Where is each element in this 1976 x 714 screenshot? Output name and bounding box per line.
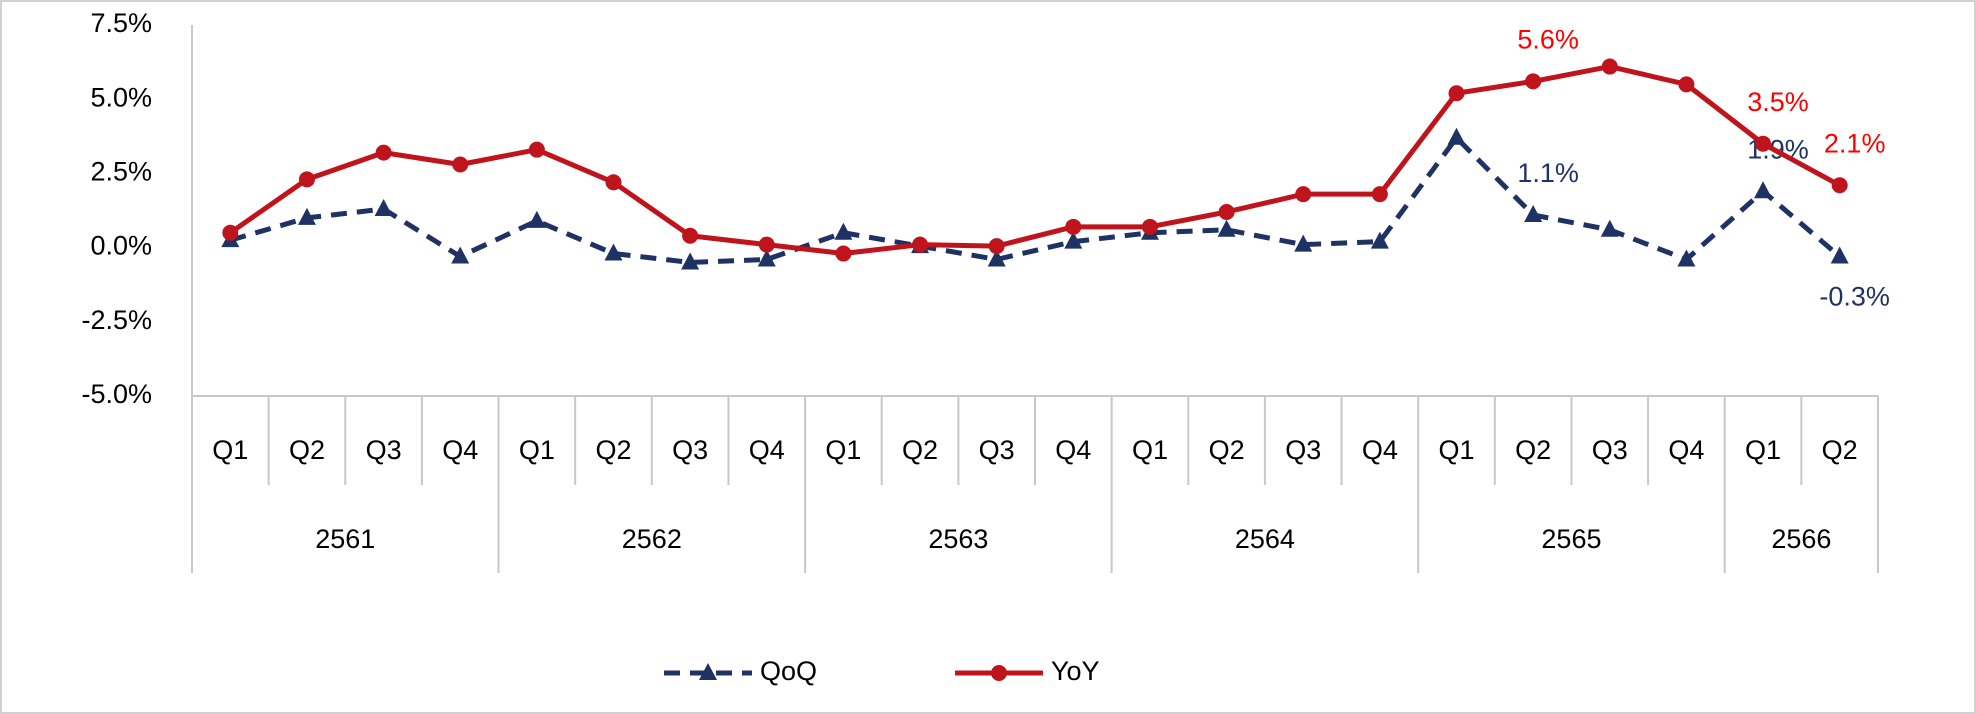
data-label: 2.1% (1824, 128, 1886, 158)
data-point (988, 238, 1005, 255)
x-tick-label: Q2 (902, 435, 938, 465)
x-tick-label: Q2 (595, 435, 631, 465)
data-label: -0.3% (1819, 282, 1890, 312)
data-label: 3.5% (1747, 87, 1809, 117)
data-point (1218, 203, 1235, 220)
data-point (1141, 218, 1158, 235)
data-point (451, 246, 470, 264)
y-tick-label: -2.5% (81, 305, 152, 335)
series-line (228, 64, 1841, 257)
x-tick-label: Q4 (749, 435, 785, 465)
legend-label: QoQ (760, 656, 817, 686)
data-point (528, 141, 545, 158)
y-tick-label: 0.0% (90, 231, 152, 261)
data-label: 5.6% (1517, 25, 1579, 55)
data-point (374, 199, 393, 217)
data-point (1447, 127, 1466, 145)
data-point (1064, 231, 1083, 249)
data-point (605, 174, 622, 191)
data-point (1678, 76, 1695, 93)
data-point (835, 245, 852, 262)
x-tick-label: Q4 (1668, 435, 1704, 465)
data-point (1755, 135, 1772, 152)
data-point (375, 144, 392, 161)
data-point (1371, 186, 1388, 203)
data-point (604, 243, 623, 261)
y-tick-label: -5.0% (81, 379, 152, 409)
year-label: 2563 (928, 524, 988, 554)
data-point (452, 156, 469, 173)
x-tick-label: Q3 (979, 435, 1015, 465)
data-label: 1.1% (1517, 158, 1579, 188)
x-tick-label: Q4 (442, 435, 478, 465)
data-point (298, 171, 315, 188)
year-label: 2564 (1235, 524, 1295, 554)
data-point (987, 249, 1006, 267)
x-tick-label: Q3 (672, 435, 708, 465)
data-point (1754, 181, 1773, 199)
data-point (1677, 249, 1696, 267)
x-tick-label: Q1 (1438, 435, 1474, 465)
data-point (1524, 204, 1543, 222)
year-label: 2566 (1771, 524, 1831, 554)
x-tick-label: Q1 (519, 435, 555, 465)
data-point (1831, 177, 1848, 194)
legend-label: YoY (1051, 656, 1100, 686)
data-point (1370, 231, 1389, 249)
x-tick-label: Q2 (1209, 435, 1245, 465)
x-tick-label: Q4 (1362, 435, 1398, 465)
data-point (758, 236, 775, 253)
y-tick-label: 5.0% (90, 82, 152, 112)
data-point (1217, 219, 1236, 237)
x-tick-label: Q1 (1132, 435, 1168, 465)
data-point (1294, 234, 1313, 252)
legend-marker (699, 663, 717, 680)
x-tick-label: Q3 (1285, 435, 1321, 465)
year-label: 2565 (1541, 524, 1601, 554)
data-point (1830, 246, 1849, 264)
x-tick-label: Q2 (1515, 435, 1551, 465)
data-point (1448, 85, 1465, 102)
data-point (297, 207, 316, 225)
data-point (757, 249, 776, 267)
x-tick-label: Q1 (212, 435, 248, 465)
x-tick-label: Q3 (366, 435, 402, 465)
data-point (1525, 73, 1542, 90)
year-label: 2561 (315, 524, 375, 554)
y-tick-label: 7.5% (90, 8, 152, 38)
x-tick-label: Q2 (289, 435, 325, 465)
data-point (1600, 219, 1619, 237)
data-point (1601, 58, 1618, 75)
data-point (527, 210, 546, 228)
data-point (1065, 218, 1082, 235)
data-point (912, 236, 929, 253)
legend-marker (991, 665, 1007, 681)
x-tick-label: Q2 (1822, 435, 1858, 465)
data-point (834, 222, 853, 240)
series-line (229, 135, 1842, 265)
data-point (681, 252, 700, 270)
year-label: 2562 (622, 524, 682, 554)
x-tick-label: Q3 (1592, 435, 1628, 465)
y-tick-label: 2.5% (90, 157, 152, 187)
data-point (682, 227, 699, 244)
x-tick-label: Q4 (1055, 435, 1091, 465)
x-tick-label: Q1 (1745, 435, 1781, 465)
data-point (222, 224, 239, 241)
x-tick-label: Q1 (825, 435, 861, 465)
data-point (1295, 186, 1312, 203)
